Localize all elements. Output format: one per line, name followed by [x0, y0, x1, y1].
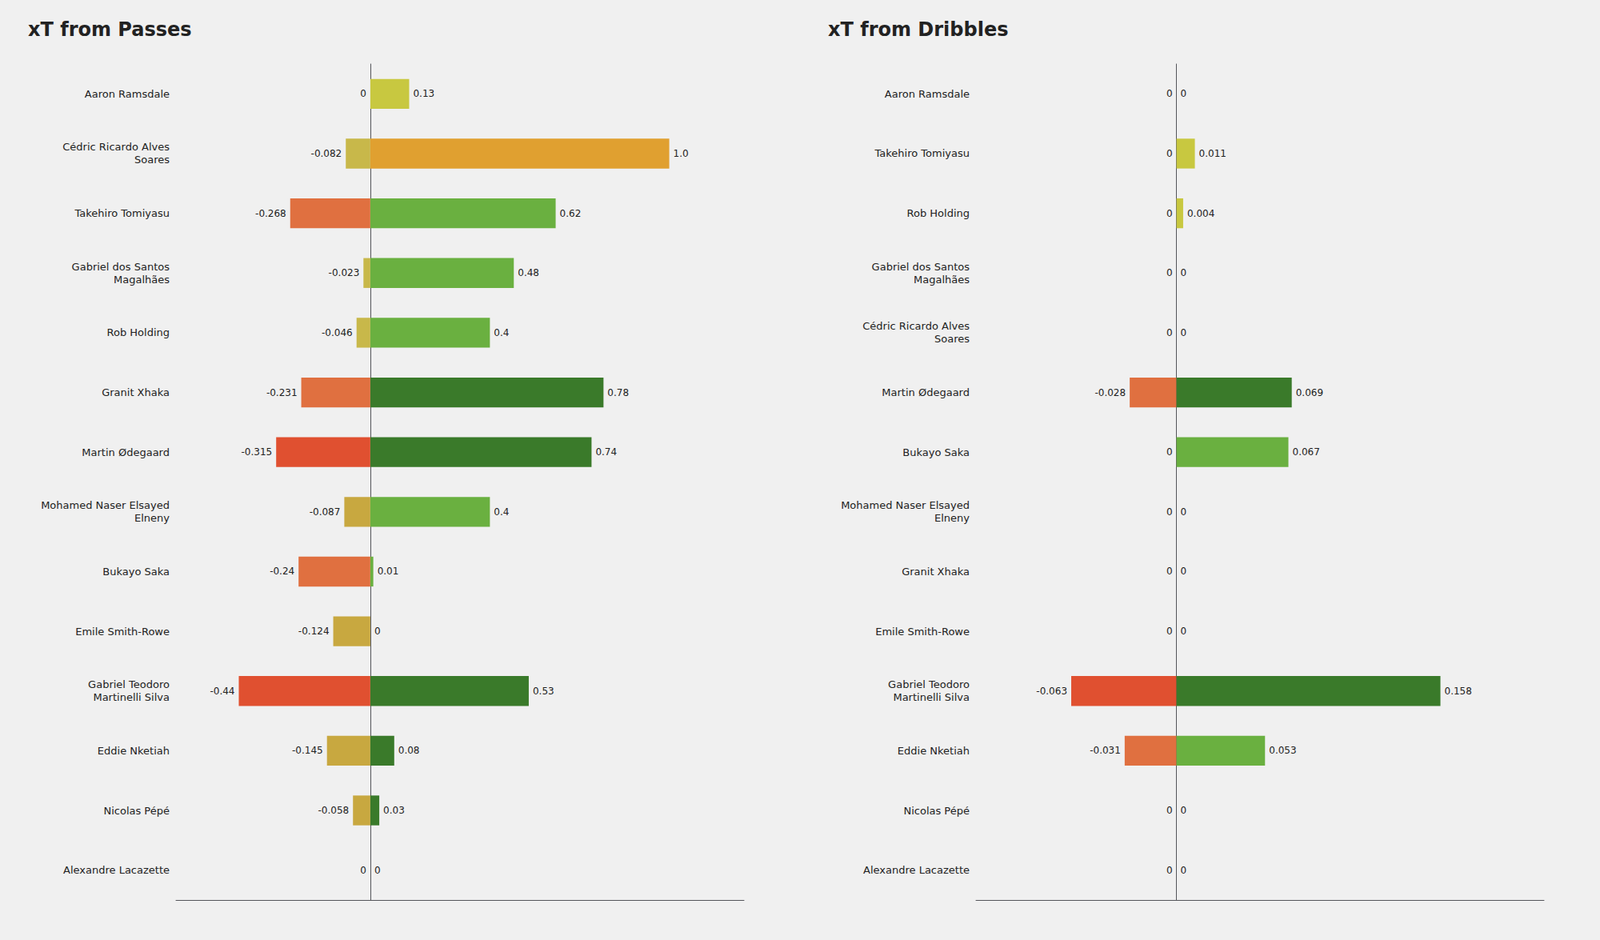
svg-text:-0.315: -0.315	[240, 446, 272, 458]
svg-text:Takehiro Tomiyasu: Takehiro Tomiyasu	[874, 147, 970, 160]
svg-text:Gabriel dos Santos: Gabriel dos Santos	[872, 260, 971, 273]
svg-text:0.053: 0.053	[1268, 744, 1296, 756]
svg-text:-0.124: -0.124	[298, 625, 330, 637]
svg-text:-0.231: -0.231	[266, 387, 298, 399]
svg-text:Gabriel Teodoro: Gabriel Teodoro	[88, 678, 170, 691]
svg-text:Gabriel dos Santos: Gabriel dos Santos	[72, 260, 171, 273]
svg-text:Mohamed Naser Elsayed: Mohamed Naser Elsayed	[840, 499, 970, 512]
svg-text:0.74: 0.74	[595, 446, 617, 458]
svg-text:Rob Holding: Rob Holding	[907, 207, 970, 220]
svg-text:0: 0	[1166, 327, 1173, 339]
svg-text:0: 0	[1180, 267, 1188, 279]
svg-text:-0.023: -0.023	[328, 267, 360, 279]
svg-text:Granit Xhaka: Granit Xhaka	[901, 565, 970, 578]
svg-text:Martin Ødegaard: Martin Ødegaard	[81, 446, 170, 459]
svg-text:-0.063: -0.063	[1036, 685, 1068, 697]
svg-text:0.62: 0.62	[560, 208, 582, 220]
svg-text:0.4: 0.4	[493, 506, 509, 518]
svg-text:0: 0	[360, 864, 367, 876]
svg-text:-0.058: -0.058	[318, 804, 350, 816]
svg-text:Soares: Soares	[934, 332, 970, 345]
svg-text:0.13: 0.13	[412, 88, 435, 100]
svg-text:Cédric Ricardo Alves: Cédric Ricardo Alves	[862, 320, 970, 332]
svg-text:-0.028: -0.028	[1094, 387, 1126, 399]
svg-text:Emile Smith-Rowe: Emile Smith-Rowe	[875, 625, 970, 638]
svg-text:Magalhães: Magalhães	[913, 273, 970, 286]
svg-text:0: 0	[1180, 864, 1188, 876]
svg-text:-0.24: -0.24	[269, 565, 295, 577]
svg-text:0: 0	[1180, 88, 1188, 100]
svg-text:Alexandre Lacazette: Alexandre Lacazette	[63, 864, 170, 876]
svg-text:xT from Dribbles: xT from Dribbles	[828, 18, 1008, 41]
svg-text:0.069: 0.069	[1296, 387, 1324, 399]
svg-text:0: 0	[1166, 208, 1173, 220]
svg-text:-0.087: -0.087	[309, 506, 341, 518]
svg-text:0.01: 0.01	[377, 565, 400, 577]
svg-text:0.78: 0.78	[607, 387, 629, 399]
svg-text:0.08: 0.08	[398, 744, 420, 756]
svg-text:0.53: 0.53	[532, 685, 555, 697]
svg-text:Mohamed Naser Elsayed: Mohamed Naser Elsayed	[40, 499, 170, 512]
svg-text:0.03: 0.03	[383, 804, 405, 816]
svg-text:-0.082: -0.082	[311, 148, 343, 160]
svg-text:Soares: Soares	[134, 153, 170, 166]
svg-text:xT from Passes: xT from Passes	[28, 18, 192, 41]
svg-text:-0.44: -0.44	[209, 685, 235, 697]
svg-text:Martinelli Silva: Martinelli Silva	[892, 691, 970, 704]
svg-text:0.48: 0.48	[517, 267, 540, 279]
svg-text:0: 0	[1180, 804, 1188, 816]
svg-text:Cédric Ricardo Alves: Cédric Ricardo Alves	[62, 140, 170, 153]
svg-text:Rob Holding: Rob Holding	[107, 326, 170, 339]
svg-text:0: 0	[1180, 625, 1188, 637]
svg-text:Gabriel Teodoro: Gabriel Teodoro	[888, 678, 970, 691]
svg-text:Elneny: Elneny	[134, 512, 170, 524]
svg-text:0.158: 0.158	[1444, 685, 1472, 697]
svg-text:Nicolas Pépé: Nicolas Pépé	[903, 804, 970, 817]
svg-text:Bukayo Saka: Bukayo Saka	[902, 446, 970, 459]
svg-text:-0.031: -0.031	[1089, 744, 1121, 756]
svg-text:0: 0	[1180, 565, 1188, 577]
svg-text:0: 0	[1166, 625, 1173, 637]
svg-text:0: 0	[1166, 506, 1173, 518]
svg-text:0: 0	[374, 864, 381, 876]
svg-text:1.0: 1.0	[673, 148, 689, 160]
svg-text:Aaron Ramsdale: Aaron Ramsdale	[84, 88, 170, 100]
svg-text:0: 0	[1166, 565, 1173, 577]
svg-text:Aaron Ramsdale: Aaron Ramsdale	[884, 88, 970, 100]
svg-text:-0.046: -0.046	[321, 327, 353, 339]
svg-text:-0.268: -0.268	[255, 208, 287, 220]
svg-text:0: 0	[374, 625, 381, 637]
svg-text:Eddie Nketiah: Eddie Nketiah	[97, 744, 170, 757]
svg-text:Alexandre Lacazette: Alexandre Lacazette	[863, 864, 970, 876]
svg-text:Eddie Nketiah: Eddie Nketiah	[897, 744, 970, 757]
svg-text:Elneny: Elneny	[934, 512, 970, 524]
svg-text:Magalhães: Magalhães	[113, 273, 170, 286]
svg-text:0: 0	[1180, 327, 1188, 339]
svg-text:Granit Xhaka: Granit Xhaka	[101, 386, 170, 399]
svg-text:0.067: 0.067	[1292, 446, 1320, 458]
svg-text:Takehiro Tomiyasu: Takehiro Tomiyasu	[74, 207, 170, 220]
svg-text:0.011: 0.011	[1199, 148, 1227, 160]
svg-text:-0.145: -0.145	[292, 744, 324, 756]
svg-text:0.004: 0.004	[1187, 208, 1215, 220]
svg-text:Emile Smith-Rowe: Emile Smith-Rowe	[75, 625, 170, 638]
svg-text:0: 0	[360, 88, 367, 100]
svg-text:Martin Ødegaard: Martin Ødegaard	[881, 386, 970, 399]
svg-text:0: 0	[1166, 267, 1173, 279]
svg-text:Martinelli Silva: Martinelli Silva	[92, 691, 170, 704]
svg-text:Nicolas Pépé: Nicolas Pépé	[103, 804, 170, 817]
svg-text:Bukayo Saka: Bukayo Saka	[102, 565, 170, 578]
svg-text:0.4: 0.4	[493, 327, 509, 339]
svg-text:0: 0	[1166, 88, 1173, 100]
svg-text:0: 0	[1166, 446, 1173, 458]
svg-text:0: 0	[1180, 506, 1188, 518]
svg-text:0: 0	[1166, 864, 1173, 876]
svg-text:0: 0	[1166, 804, 1173, 816]
svg-text:0: 0	[1166, 148, 1173, 160]
